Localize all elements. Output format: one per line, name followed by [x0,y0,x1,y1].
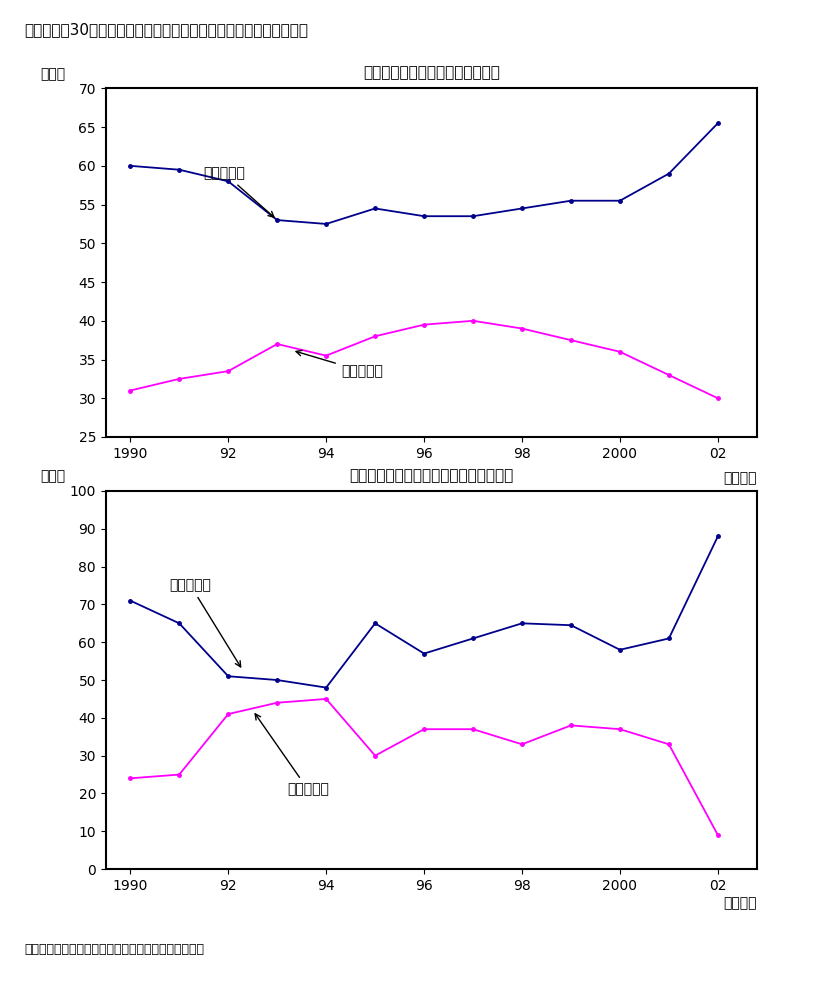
Title: 住宅ローン新規貸出シェアは大幅に低下: 住宅ローン新規貸出シェアは大幅に低下 [349,467,514,483]
Text: 第２－２－30図　住宅金融公庫、民間金融機関の住宅ローンシェア: 第２－２－30図 住宅金融公庫、民間金融機関の住宅ローンシェア [24,23,309,37]
Title: 住宅ローン貸出残高シェアは低下: 住宅ローン貸出残高シェアは低下 [363,65,500,81]
Text: （備考）　日本銀行「金融統計月報」等により作成。: （備考） 日本銀行「金融統計月報」等により作成。 [24,943,204,955]
Text: （％）: （％） [41,469,66,483]
Text: （年度）: （年度） [724,471,757,485]
Text: 民間シェア: 民間シェア [169,578,241,667]
Text: 民間シェア: 民間シェア [204,167,274,217]
Text: 公庫シェア: 公庫シェア [296,351,383,378]
Text: （％）: （％） [41,68,66,82]
Text: （年度）: （年度） [724,896,757,910]
Text: 公庫シェア: 公庫シェア [255,714,329,796]
